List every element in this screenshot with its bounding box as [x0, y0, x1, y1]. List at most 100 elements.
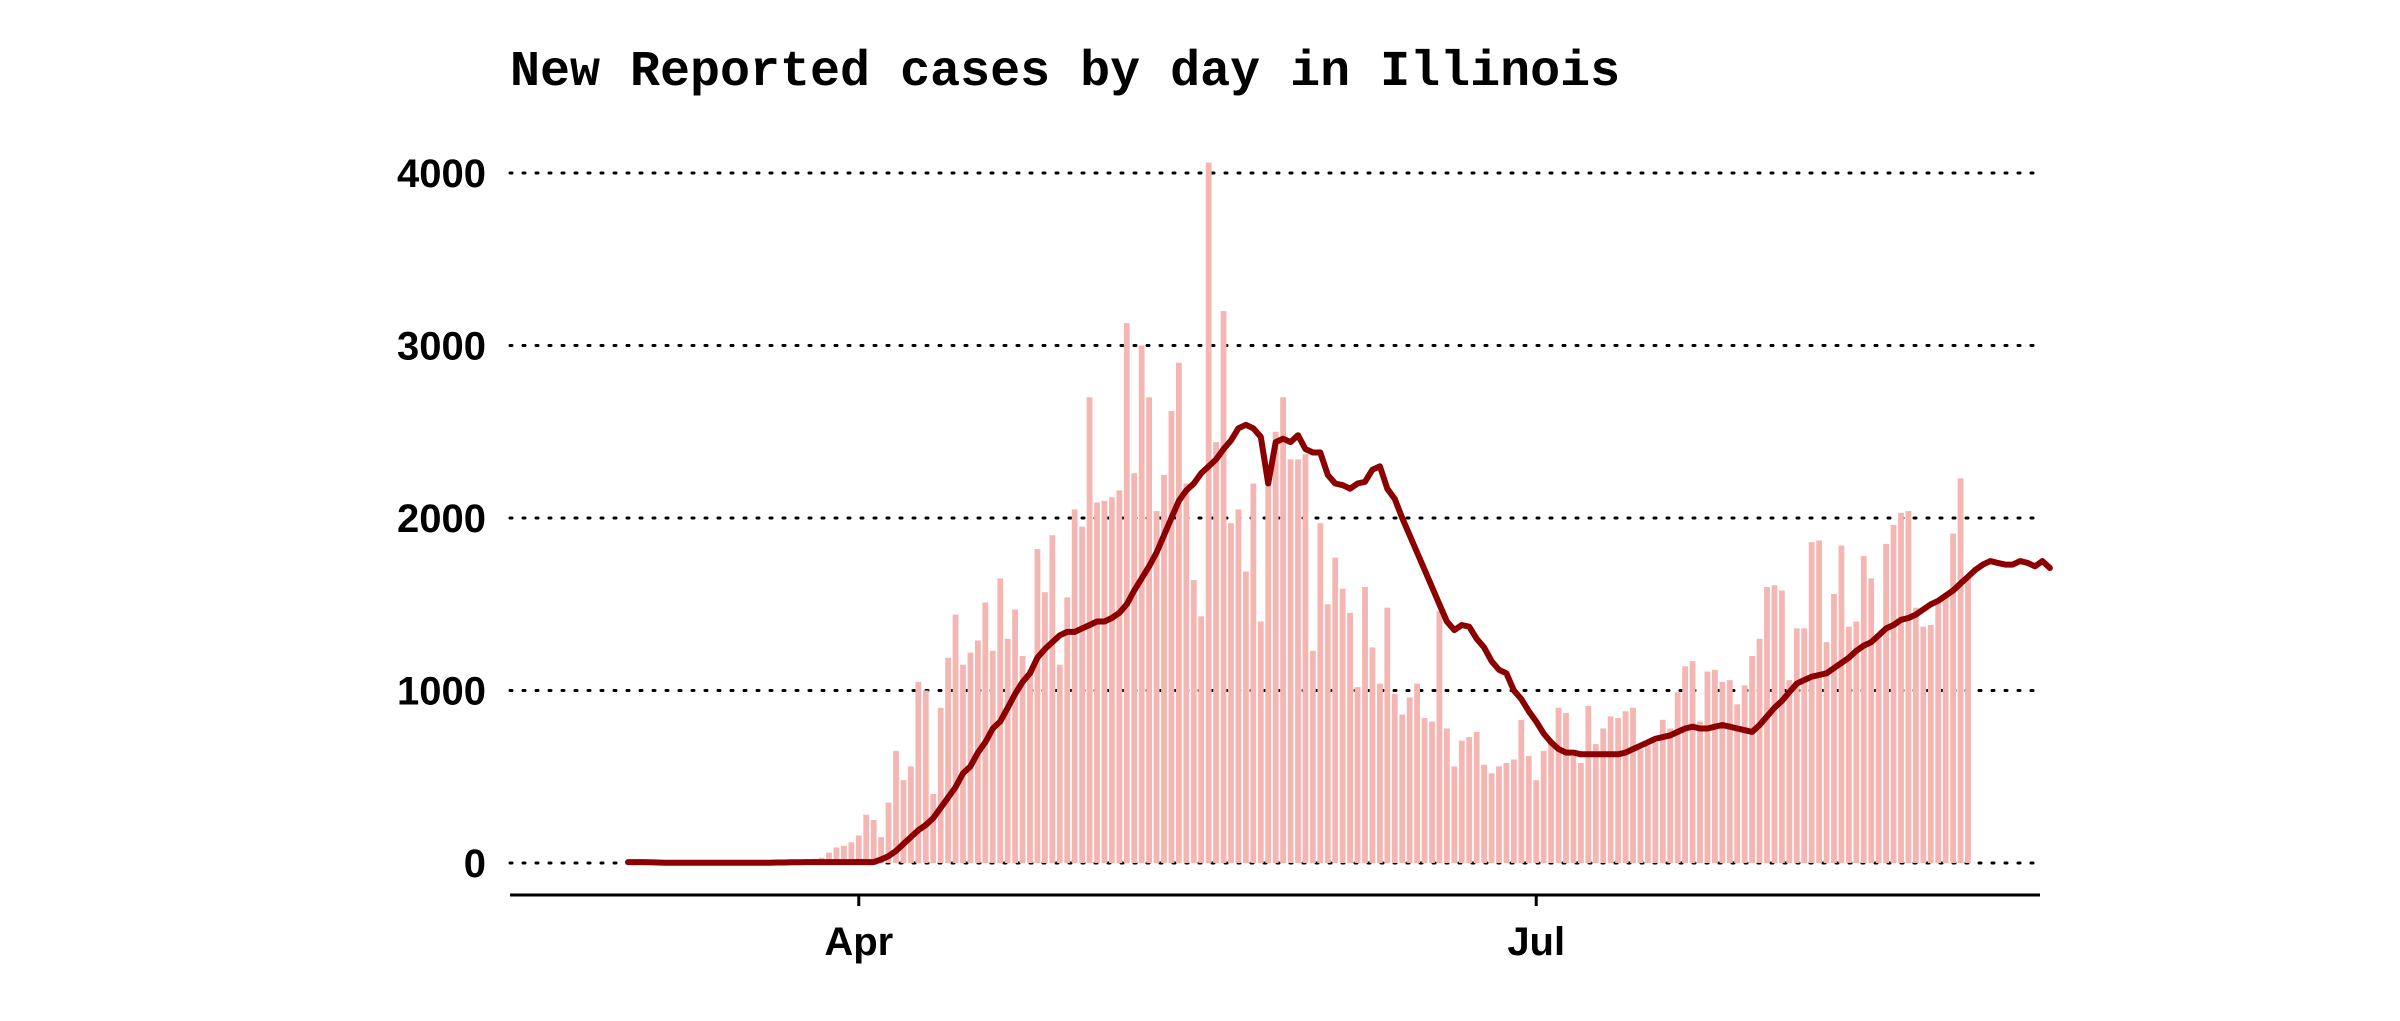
case-bar	[1585, 706, 1592, 863]
case-bar	[1272, 431, 1279, 863]
case-bar	[1868, 578, 1875, 863]
case-bar	[982, 602, 989, 863]
case-bar	[1056, 664, 1063, 863]
case-bar	[1362, 587, 1368, 863]
case-bar	[1198, 616, 1205, 863]
case-bar	[1309, 650, 1316, 863]
case-bar	[1235, 509, 1242, 863]
case-bar	[1004, 638, 1011, 863]
case-bar	[1108, 497, 1115, 863]
case-bar	[1406, 697, 1413, 863]
case-bar	[1816, 540, 1823, 863]
case-bar	[840, 845, 847, 863]
case-bar	[1049, 535, 1056, 863]
case-bar	[1831, 593, 1837, 863]
case-bar	[1421, 718, 1428, 863]
case-bar	[1957, 478, 1964, 863]
case-bar	[1622, 711, 1629, 863]
case-bar	[1399, 714, 1406, 863]
case-bar	[1324, 604, 1331, 863]
case-bar	[1965, 576, 1971, 863]
case-bar	[1652, 742, 1659, 863]
case-bar	[1749, 656, 1756, 863]
case-bar	[1391, 693, 1398, 863]
case-bar	[1898, 512, 1904, 863]
case-bar	[900, 780, 907, 863]
case-bar	[1764, 587, 1770, 863]
case-bar	[893, 750, 899, 863]
case-bar	[1808, 542, 1815, 863]
case-bar	[1875, 637, 1882, 863]
case-bar	[1131, 473, 1138, 863]
case-bar	[1853, 621, 1860, 863]
case-bar	[1950, 533, 1957, 863]
case-bar	[1741, 685, 1748, 863]
case-bar	[1213, 442, 1220, 863]
case-bar	[1414, 683, 1421, 863]
case-bar	[915, 681, 922, 863]
case-bar	[1228, 523, 1234, 863]
case-bar	[1496, 766, 1502, 863]
gridlines	[508, 171, 2042, 865]
case-bar	[848, 842, 855, 863]
case-bar	[1369, 647, 1376, 863]
case-bar	[1607, 716, 1614, 863]
y-axis-tick-labels: 0 1000 2000 3000 4000	[397, 152, 486, 886]
case-bar	[1503, 762, 1510, 863]
case-bar	[1458, 740, 1465, 863]
case-bar	[1823, 642, 1830, 863]
case-bar	[1376, 683, 1383, 863]
average-line-group	[625, 421, 2053, 866]
case-bar	[1466, 737, 1473, 863]
case-bar	[1771, 585, 1778, 863]
case-bar	[1250, 483, 1257, 863]
y-tick-label: 2000	[397, 497, 486, 541]
case-bar	[1116, 490, 1123, 863]
case-bar	[1027, 669, 1033, 863]
case-bar	[1704, 671, 1711, 863]
case-bar	[1533, 780, 1540, 863]
case-bar	[870, 819, 877, 863]
case-bar	[1778, 590, 1785, 863]
case-bar	[1942, 593, 1949, 863]
case-bar	[1644, 745, 1651, 863]
case-bar	[945, 657, 952, 863]
case-bar	[1756, 638, 1763, 863]
case-bar	[1101, 500, 1108, 863]
case-bar	[1161, 474, 1167, 863]
case-bar	[1510, 759, 1517, 863]
case-bar	[833, 847, 840, 863]
case-bar	[1883, 543, 1890, 863]
case-bar	[1384, 607, 1391, 863]
case-bar	[1726, 680, 1733, 863]
case-bar	[1041, 592, 1048, 863]
case-bar	[1711, 669, 1718, 863]
case-bar	[863, 814, 870, 863]
y-tick-label: 0	[464, 842, 486, 886]
case-bar	[1153, 511, 1160, 863]
case-bar	[1697, 721, 1703, 863]
case-bar	[1674, 692, 1681, 863]
case-bar	[1845, 626, 1852, 863]
case-bar	[1138, 345, 1145, 863]
case-bar	[922, 690, 929, 863]
case-bar	[1317, 523, 1324, 863]
case-bar	[1563, 712, 1569, 863]
case-bar	[1734, 704, 1741, 863]
case-bar	[1540, 750, 1547, 863]
case-bar	[1912, 607, 1919, 863]
case-bar	[1019, 656, 1026, 863]
case-bar	[1659, 719, 1666, 863]
case-bar	[1451, 766, 1458, 863]
case-bar	[878, 837, 885, 863]
x-tick-label: Jul	[1507, 920, 1565, 964]
case-bar	[1354, 687, 1361, 863]
case-bar	[1012, 609, 1019, 863]
case-bar	[1592, 743, 1599, 863]
case-bar	[1689, 661, 1696, 863]
chart-title: New Reported cases by day in Illinois	[510, 44, 1621, 101]
y-tick-label: 1000	[397, 670, 486, 714]
case-bar	[826, 852, 832, 863]
case-bar	[1339, 588, 1346, 863]
case-bar	[1183, 483, 1190, 863]
